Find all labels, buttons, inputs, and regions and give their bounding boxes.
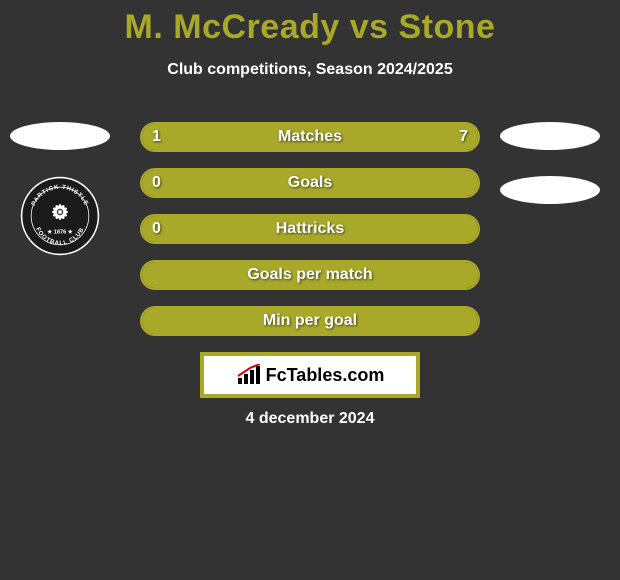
brand-chart-icon (236, 364, 262, 386)
stat-row: Hattricks0 (140, 214, 480, 244)
stat-value-left: 0 (152, 170, 192, 196)
stat-row: Goals0 (140, 168, 480, 198)
stat-value-left: 1 (152, 124, 192, 150)
stat-row: Goals per match (140, 260, 480, 290)
subtitle: Club competitions, Season 2024/2025 (0, 61, 620, 79)
player-right-badge-1 (500, 122, 600, 150)
stat-row: Matches17 (140, 122, 480, 152)
player-right-badge-2 (500, 176, 600, 204)
stat-label: Goals per match (142, 262, 478, 288)
stat-label: Min per goal (142, 308, 478, 334)
stat-label: Hattricks (142, 216, 478, 242)
brand-box: FcTables.com (200, 352, 420, 398)
stat-row: Min per goal (140, 306, 480, 336)
svg-text:★ 1876 ★: ★ 1876 ★ (47, 229, 74, 236)
brand-text: FcTables.com (266, 365, 385, 386)
date-text: 4 december 2024 (0, 410, 620, 428)
stats-bars: Matches17Goals0Hattricks0Goals per match… (140, 122, 480, 352)
stat-label: Goals (142, 170, 478, 196)
page-title: M. McCready vs Stone (0, 0, 620, 47)
club-left-logo: PARTICK THISTLE FOOTBALL CLUB ★ 1876 ★ (20, 176, 100, 256)
stat-value-left: 0 (152, 216, 192, 242)
player-left-badge (10, 122, 110, 150)
stat-value-right: 7 (428, 124, 468, 150)
